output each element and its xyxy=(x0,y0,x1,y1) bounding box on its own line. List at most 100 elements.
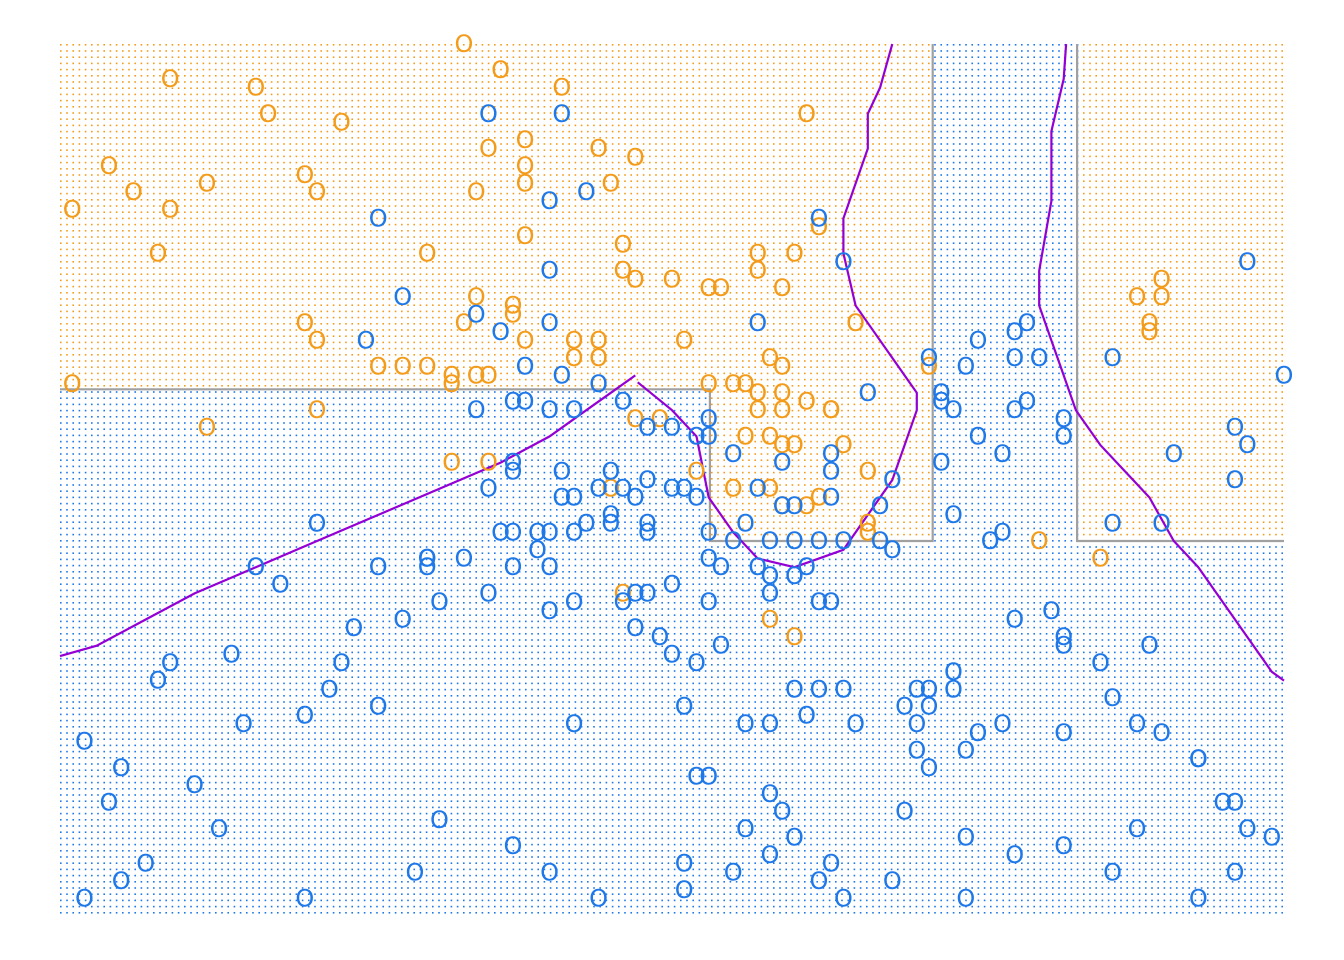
grid-dot xyxy=(729,118,732,120)
grid-dot xyxy=(934,149,936,151)
grid-dot xyxy=(252,112,254,114)
grid-dot xyxy=(1188,99,1190,102)
grid-dot xyxy=(239,106,242,108)
grid-dot xyxy=(878,81,880,83)
grid-dot xyxy=(463,118,465,120)
grid-dot xyxy=(109,149,112,151)
grid-dot xyxy=(128,50,130,52)
grid-dot xyxy=(97,81,99,83)
grid-dot xyxy=(711,68,713,71)
grid-dot xyxy=(165,118,167,120)
grid-dot xyxy=(983,149,986,151)
grid-dot xyxy=(680,180,682,182)
grid-dot xyxy=(184,68,186,71)
grid-dot xyxy=(568,62,570,65)
grid-dot xyxy=(202,50,205,52)
grid-dot xyxy=(779,93,781,96)
grid-dot xyxy=(277,174,279,176)
grid-dot xyxy=(382,87,384,89)
grid-dot xyxy=(159,130,161,133)
grid-dot xyxy=(1107,56,1110,58)
grid-dot xyxy=(977,106,980,108)
grid-dot xyxy=(382,168,384,170)
grid-dot xyxy=(450,50,453,52)
grid-dot xyxy=(339,68,341,71)
grid-dot xyxy=(1138,44,1141,46)
grid-dot xyxy=(277,99,279,102)
grid-dot xyxy=(233,87,236,89)
grid-dot xyxy=(717,149,719,151)
grid-dot xyxy=(134,81,136,83)
grid-dot xyxy=(742,174,744,176)
grid-dot xyxy=(1163,149,1166,151)
grid-dot xyxy=(735,68,738,71)
grid-dot xyxy=(649,124,651,127)
grid-dot xyxy=(1033,68,1035,71)
grid-dot xyxy=(828,130,831,133)
grid-dot xyxy=(494,81,496,83)
grid-dot xyxy=(1200,130,1203,133)
grid-dot xyxy=(246,68,248,71)
grid-dot xyxy=(1269,50,1271,52)
grid-dot xyxy=(1089,112,1091,114)
grid-dot xyxy=(506,155,508,158)
grid-dot xyxy=(140,149,143,151)
grid-dot xyxy=(246,199,248,201)
grid-dot xyxy=(456,143,459,145)
grid-dot xyxy=(1169,124,1172,127)
grid-dot xyxy=(729,124,732,127)
grid-dot xyxy=(804,68,806,71)
grid-dot xyxy=(1070,118,1073,120)
grid-dot xyxy=(84,118,87,120)
grid-dot xyxy=(531,50,533,52)
grid-dot xyxy=(810,118,812,120)
grid-dot xyxy=(190,174,192,176)
grid-dot xyxy=(971,149,973,151)
grid-dot xyxy=(487,137,490,139)
grid-dot xyxy=(246,112,248,114)
grid-dot xyxy=(593,106,595,108)
grid-dot xyxy=(481,174,484,176)
grid-dot xyxy=(84,56,87,58)
grid-dot xyxy=(221,149,223,151)
grid-dot xyxy=(605,149,608,151)
grid-dot xyxy=(1002,99,1004,102)
grid-dot xyxy=(1132,56,1135,58)
grid-dot xyxy=(649,106,651,108)
grid-dot xyxy=(698,112,701,114)
grid-dot xyxy=(1070,130,1073,133)
grid-dot xyxy=(779,180,781,182)
grid-dot xyxy=(301,106,304,108)
grid-dot xyxy=(828,81,831,83)
grid-dot xyxy=(1231,44,1234,46)
grid-dot xyxy=(332,99,335,102)
grid-dot xyxy=(1157,81,1159,83)
grid-dot xyxy=(897,93,899,96)
grid-dot xyxy=(270,149,273,151)
grid-dot xyxy=(698,161,701,164)
grid-dot xyxy=(153,124,155,127)
grid-dot xyxy=(587,106,589,108)
grid-dot xyxy=(339,161,341,164)
grid-dot xyxy=(760,44,763,46)
grid-dot xyxy=(717,124,719,127)
grid-dot xyxy=(1163,68,1166,71)
grid-dot xyxy=(1163,130,1166,133)
grid-dot xyxy=(140,174,143,176)
grid-dot xyxy=(1114,168,1116,170)
grid-dot xyxy=(1244,93,1246,96)
grid-dot xyxy=(680,155,682,158)
grid-dot xyxy=(797,75,800,77)
grid-dot xyxy=(1126,130,1128,133)
grid-dot xyxy=(308,56,310,58)
grid-dot xyxy=(202,75,205,77)
grid-dot xyxy=(1008,93,1011,96)
grid-dot xyxy=(866,155,868,158)
grid-dot xyxy=(1269,93,1271,96)
grid-dot xyxy=(636,112,639,114)
grid-dot xyxy=(1219,112,1221,114)
grid-dot xyxy=(78,155,81,158)
grid-dot xyxy=(729,99,732,102)
grid-dot xyxy=(407,99,409,102)
grid-dot xyxy=(785,99,787,102)
